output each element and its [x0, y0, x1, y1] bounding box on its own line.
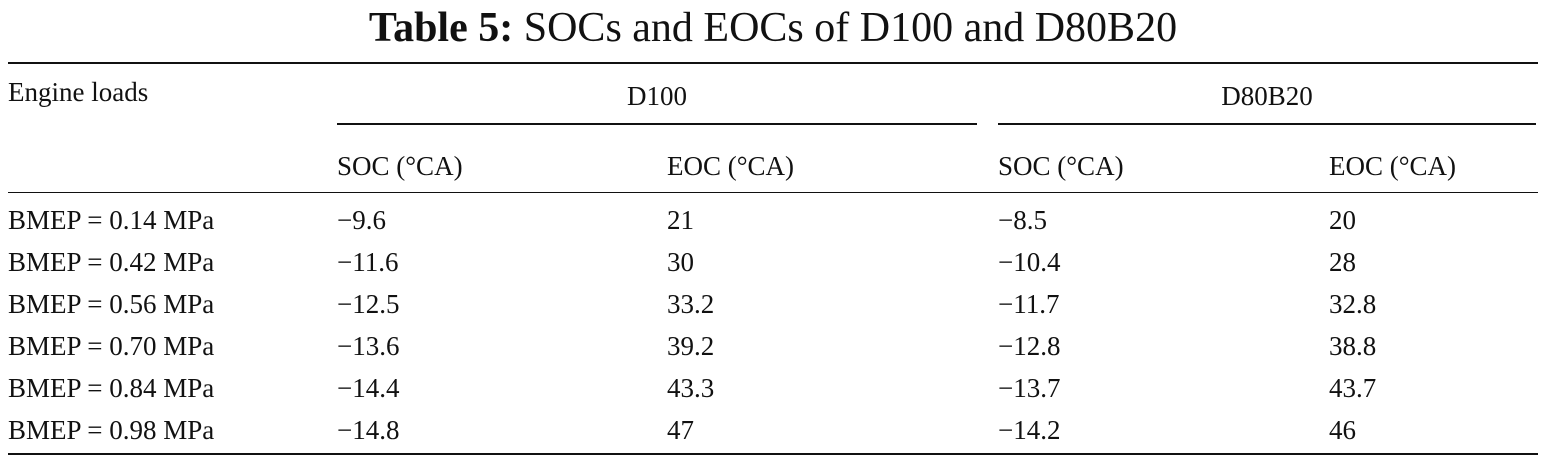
group-rule-d80b20 — [998, 123, 1536, 125]
bottom-rule — [8, 453, 1538, 455]
top-rule — [8, 62, 1538, 64]
table-title: SOCs and EOCs of D100 and D80B20 — [523, 5, 1178, 51]
d100-eoc-cell: 33.2 — [667, 289, 715, 319]
d80b20-soc-cell: −12.8 — [998, 331, 1061, 361]
d100-eoc-cell: 21 — [667, 205, 694, 235]
load-cell: BMEP = 0.56 MPa — [8, 289, 215, 319]
d80b20-soc-cell: −11.7 — [998, 289, 1060, 319]
load-cell: BMEP = 0.42 MPa — [8, 247, 215, 277]
column-header-d80b20-eoc: EOC (°CA) — [1329, 151, 1457, 181]
d80b20-eoc-cell: 32.8 — [1329, 289, 1377, 319]
d80b20-eoc-cell: 20 — [1329, 205, 1356, 235]
d80b20-soc-cell: −10.4 — [998, 247, 1061, 277]
row-header-engine-loads: Engine loads — [8, 77, 149, 107]
d100-soc-cell: −13.6 — [337, 331, 400, 361]
d100-soc-cell: −14.8 — [337, 415, 400, 445]
load-cell: BMEP = 0.14 MPa — [8, 205, 215, 235]
d100-soc-cell: −14.4 — [337, 373, 400, 403]
d80b20-soc-cell: −13.7 — [998, 373, 1061, 403]
d80b20-eoc-cell: 46 — [1329, 415, 1356, 445]
d80b20-soc-cell: −14.2 — [998, 415, 1061, 445]
column-header-d100-eoc: EOC (°CA) — [667, 151, 795, 181]
d100-soc-cell: −11.6 — [337, 247, 399, 277]
d100-eoc-cell: 43.3 — [667, 373, 715, 403]
column-header-d100-soc: SOC (°CA) — [337, 151, 463, 181]
d80b20-eoc-cell: 43.7 — [1329, 373, 1377, 403]
d80b20-eoc-cell: 38.8 — [1329, 331, 1377, 361]
header-rule — [8, 192, 1538, 193]
table-label: Table 5: — [368, 5, 514, 51]
table-caption: Table 5: SOCs and EOCs of D100 and D80B2… — [0, 2, 1546, 54]
group-rule-d100 — [337, 123, 977, 125]
d100-eoc-cell: 47 — [667, 415, 694, 445]
group-header-d100: D100 — [627, 81, 687, 111]
d100-soc-cell: −12.5 — [337, 289, 400, 319]
d80b20-soc-cell: −8.5 — [998, 205, 1047, 235]
group-header-d80b20: D80B20 — [1221, 81, 1313, 111]
load-cell: BMEP = 0.70 MPa — [8, 331, 215, 361]
d100-soc-cell: −9.6 — [337, 205, 386, 235]
d100-eoc-cell: 30 — [667, 247, 694, 277]
load-cell: BMEP = 0.98 MPa — [8, 415, 215, 445]
load-cell: BMEP = 0.84 MPa — [8, 373, 215, 403]
d80b20-eoc-cell: 28 — [1329, 247, 1356, 277]
d100-eoc-cell: 39.2 — [667, 331, 715, 361]
column-header-d80b20-soc: SOC (°CA) — [998, 151, 1124, 181]
